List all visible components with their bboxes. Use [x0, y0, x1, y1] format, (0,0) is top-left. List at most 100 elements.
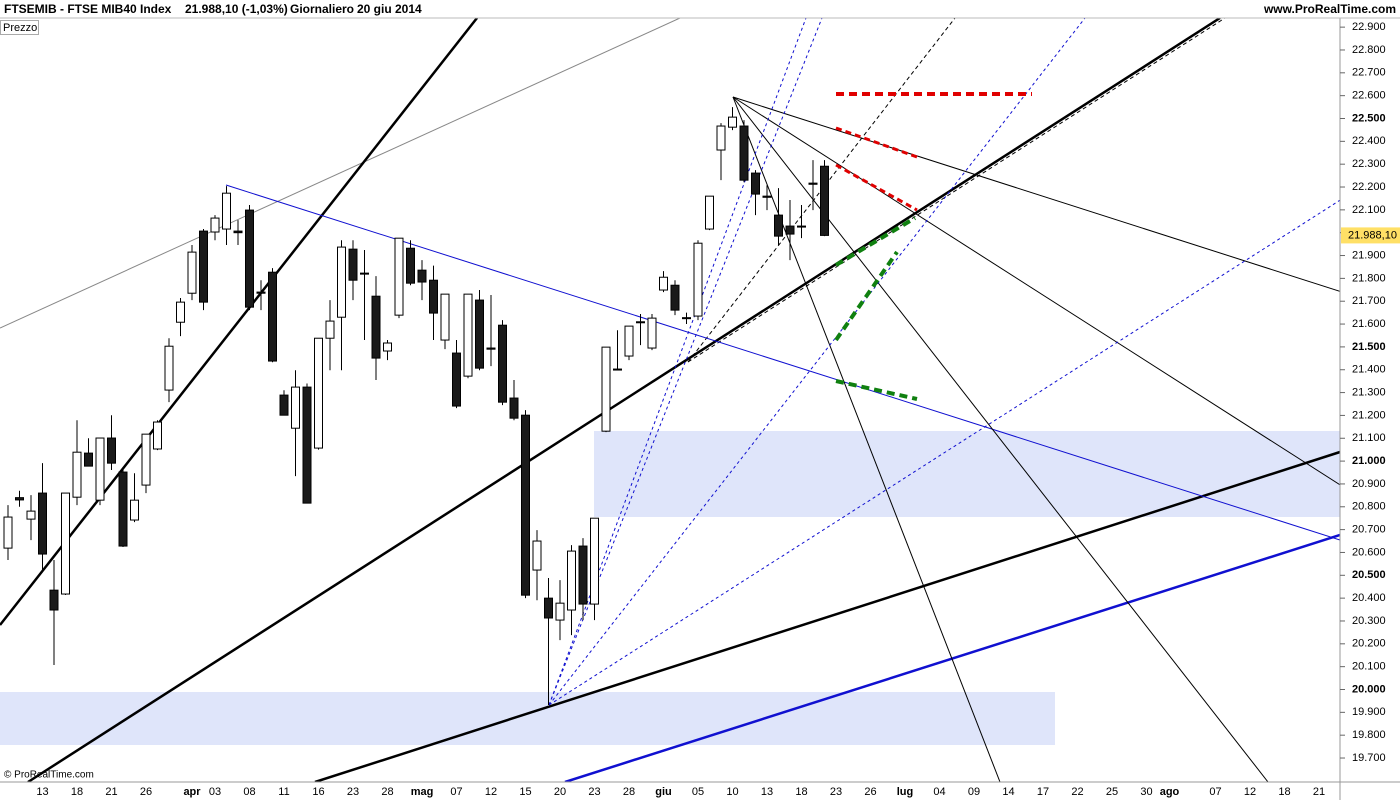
candle-body [245, 209, 254, 308]
y-tick-label: 22.800 [1352, 44, 1386, 56]
quote: 21.988,10 (-1,03%) [185, 2, 288, 16]
candle-body [659, 276, 668, 291]
candle-body [3, 516, 13, 549]
candle-body [728, 116, 737, 128]
candle-body [463, 293, 473, 377]
candle-body [291, 386, 300, 429]
x-tick-label: 18 [1278, 786, 1290, 798]
candle-body [590, 517, 599, 605]
candle-body [118, 471, 128, 547]
y-tick-label: 20.500 [1352, 569, 1386, 581]
candle-body [682, 317, 691, 320]
x-tick-label: 12 [485, 786, 497, 798]
candle-body [84, 452, 93, 467]
x-tick-label: mag [411, 786, 434, 798]
x-tick-label: ago [1160, 786, 1180, 798]
y-tick-label: 22.500 [1352, 112, 1386, 124]
y-tick-label: 20.900 [1352, 478, 1386, 490]
x-tick-label: 22 [1071, 786, 1083, 798]
y-tick-label: 22.900 [1352, 21, 1386, 33]
candle-body [164, 345, 174, 391]
y-tick-label: 19.800 [1352, 729, 1386, 741]
candle-body [130, 499, 139, 521]
candle-body [199, 230, 208, 303]
trend-line [225, 184, 1340, 541]
trend-line [687, 18, 1226, 363]
candle-body [555, 602, 565, 621]
candle-body [613, 368, 622, 371]
candle-body [233, 230, 243, 234]
panel-label-box [0, 20, 39, 35]
x-tick-label: 21 [105, 786, 117, 798]
x-tick-label: 17 [1037, 786, 1049, 798]
y-tick-label: 21.900 [1352, 249, 1386, 261]
x-tick-label: 08 [243, 786, 255, 798]
candle-body [475, 299, 484, 369]
candle-body [532, 540, 542, 571]
candle-body [394, 237, 404, 316]
y-tick-label: 20.300 [1352, 615, 1386, 627]
candle-body [693, 242, 703, 317]
candles [3, 107, 829, 706]
date: 20 giu 2014 [357, 2, 422, 16]
panel-label: Prezzo [3, 22, 37, 34]
trend-line [564, 533, 1340, 782]
candle-body [751, 172, 760, 195]
candle-body [762, 195, 772, 198]
x-tick-label: 30 [1140, 786, 1152, 798]
candle-body [61, 492, 70, 595]
trend-line [0, 18, 478, 626]
support-mark [834, 216, 917, 267]
candle-body [302, 386, 312, 504]
support-zone [594, 431, 1340, 517]
candle-body [486, 347, 496, 350]
x-tick-label: giu [655, 786, 672, 798]
y-tick-label: 19.900 [1352, 706, 1386, 718]
candle-body [222, 192, 231, 230]
x-tick-label: 28 [381, 786, 393, 798]
candle-body [567, 550, 576, 611]
x-tick-label: lug [897, 786, 914, 798]
x-tick-label: 23 [588, 786, 600, 798]
y-tick-label: 21.500 [1352, 341, 1386, 353]
candle-body [670, 284, 680, 311]
x-tick-label: 04 [933, 786, 945, 798]
candle-body [705, 195, 714, 230]
x-tick-label: 13 [761, 786, 773, 798]
candle-body [808, 182, 818, 185]
candle-body [348, 248, 358, 281]
x-tick-label: 23 [830, 786, 842, 798]
candle-body [774, 214, 783, 237]
x-tick-label: 18 [71, 786, 83, 798]
x-tick-label: 07 [1209, 786, 1221, 798]
y-tick-label: 19.700 [1352, 752, 1386, 764]
candle-body [452, 352, 461, 407]
candle-body [38, 492, 47, 555]
x-tick-label: 10 [726, 786, 738, 798]
x-tick-label: 28 [623, 786, 635, 798]
candle-body [337, 246, 346, 318]
y-tick-label: 20.400 [1352, 592, 1386, 604]
trend-line [0, 18, 681, 329]
x-tick-label: 16 [312, 786, 324, 798]
trend-line [314, 450, 1340, 782]
x-tick-label: 26 [140, 786, 152, 798]
x-tick-label: apr [183, 786, 201, 798]
y-tick-label: 20.200 [1352, 638, 1386, 650]
candle-body [49, 589, 59, 611]
candle-body [268, 271, 277, 362]
candle-body [383, 342, 392, 352]
x-tick-label: 26 [864, 786, 876, 798]
drawings [0, 18, 1340, 782]
candle-body [279, 394, 289, 416]
y-tick-label: 21.300 [1352, 386, 1386, 398]
candle-body [95, 437, 105, 501]
candle-body [210, 217, 220, 233]
fan-line [548, 199, 1340, 706]
y-tick-label: 20.000 [1352, 683, 1386, 695]
candle-body [107, 437, 116, 464]
y-tick-label: 22.400 [1352, 135, 1386, 147]
